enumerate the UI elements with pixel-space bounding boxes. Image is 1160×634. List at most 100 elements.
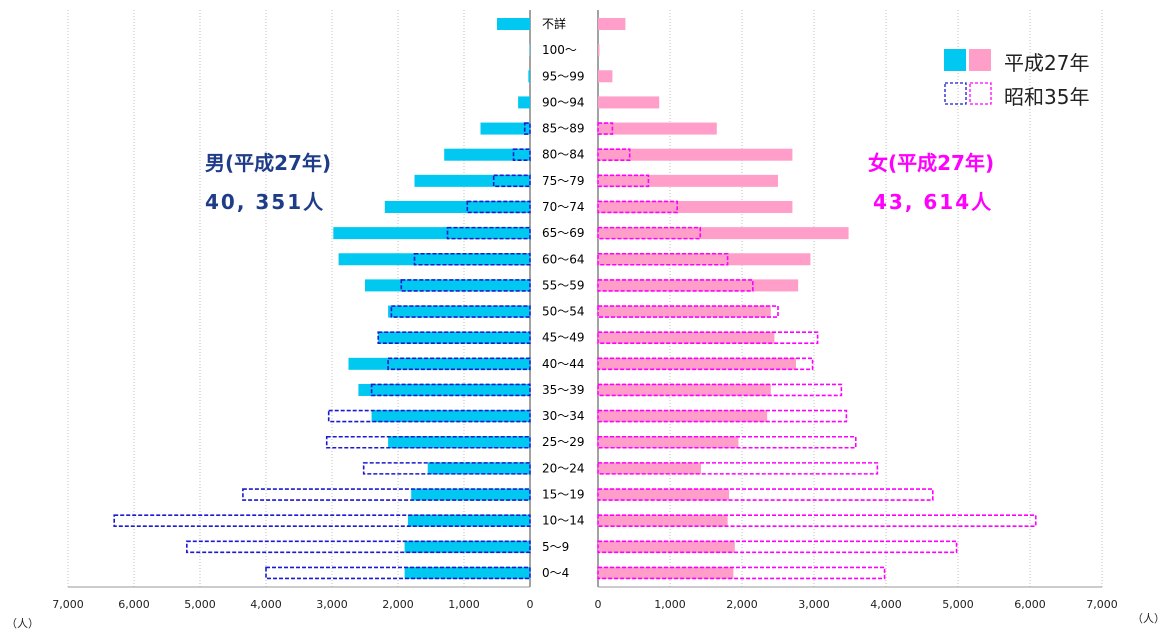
age-label-6: 75～79: [542, 174, 585, 188]
age-label-7: 70～74: [542, 200, 585, 214]
bar-female-2015-15: [598, 410, 768, 423]
bar-male-1960-13: [387, 357, 531, 371]
bar-male-2015-3: [518, 96, 530, 109]
bar-female-1960-21: [597, 566, 886, 580]
age-label-8: 65～69: [542, 226, 585, 240]
bar-male-1960-17: [362, 462, 531, 475]
bar-male-2015-19: [407, 514, 530, 527]
legend: 平成27年 昭和35年: [944, 49, 1089, 109]
bar-male-2015-10: [365, 279, 530, 292]
bar-male-1960-4: [523, 122, 531, 135]
bar-female-2015-1: [598, 44, 600, 57]
tick-right-1: 1,000: [654, 598, 686, 611]
tick-right-2: 2,000: [726, 598, 758, 611]
bar-male-1960-19: [113, 514, 531, 527]
age-label-16: 25～29: [542, 435, 585, 449]
legend-swatch-female-2015: [969, 49, 991, 71]
age-label-21: 0～4: [542, 566, 569, 580]
tick-left-5: 2,000: [382, 598, 414, 611]
bar-male-2015-12: [378, 331, 530, 344]
legend-label-1960: 昭和35年: [1004, 85, 1089, 109]
bar-female-1960-18: [597, 488, 934, 501]
bar-female-2015-13: [598, 357, 796, 370]
age-label-2: 95～99: [542, 69, 585, 83]
bar-female-2015-19: [598, 514, 728, 527]
bar-female-2015-18: [598, 488, 730, 501]
age-label-15: 30～34: [542, 409, 585, 423]
bar-male-2015-17: [427, 462, 530, 475]
bar-male-1960-8: [446, 226, 531, 240]
bar-female-2015-7: [598, 200, 793, 213]
bar-female-2015-5: [598, 148, 793, 161]
age-label-19: 10～14: [542, 514, 585, 528]
bar-female-1960-7: [597, 200, 678, 214]
age-label-14: 35～39: [542, 383, 585, 397]
bar-female-2015-2: [598, 70, 613, 83]
age-label-12: 45～49: [542, 331, 585, 345]
age-label-4: 85～89: [542, 122, 585, 136]
bar-male-1960-16: [325, 435, 531, 449]
tick-right-6: 6,000: [1014, 598, 1046, 611]
legend-swatch-male-2015: [944, 49, 966, 71]
axis-ticks: 7,000 6,000 5,000 4,000 3,000 2,000 1,000 0 0 1,0…: [52, 598, 1118, 611]
bar-male-2015-6: [414, 174, 530, 187]
tick-left-0: 7,000: [52, 598, 84, 611]
tick-left-7: 0: [527, 598, 534, 611]
bar-male-1960-9: [413, 252, 531, 266]
bar-male-1960-11: [390, 305, 531, 318]
bar-male-1960-6: [492, 174, 531, 188]
bar-female-1960-6: [597, 174, 650, 188]
tick-right-7: 7,000: [1086, 598, 1118, 611]
bar-female-2015-9: [598, 253, 811, 266]
bar-male-1960-12: [377, 331, 531, 344]
bar-female-1960-14: [597, 383, 843, 397]
legend-label-2015: 平成27年: [1004, 51, 1089, 75]
bar-female-1960-12: [597, 331, 819, 344]
bar-male-2015-13: [348, 357, 530, 370]
tick-left-4: 3,000: [316, 598, 348, 611]
bar-male-1960-10: [400, 279, 531, 292]
age-label-5: 80～84: [542, 148, 585, 162]
bar-male-2015-20: [404, 540, 530, 553]
bar-male-2015-4: [480, 122, 530, 135]
age-label-0: 不詳: [542, 16, 566, 31]
tick-left-3: 4,000: [250, 598, 282, 611]
bar-male-2015-0: [497, 18, 530, 30]
bar-female-2015-6: [598, 174, 778, 187]
female-total: 43, 614人: [873, 190, 993, 214]
tick-right-3: 3,000: [798, 598, 830, 611]
bar-female-2015-14: [598, 383, 771, 396]
age-label-20: 5～9: [542, 540, 569, 554]
age-label-11: 50～54: [542, 305, 585, 319]
bar-male-2015-14: [358, 383, 530, 396]
bar-female-2015-17: [598, 462, 701, 475]
bar-male-1960-14: [370, 383, 531, 397]
unit-label-right: （人）: [1132, 612, 1160, 625]
bar-male-1960-20: [186, 540, 531, 554]
age-label-18: 15～19: [542, 488, 585, 502]
age-label-10: 55～59: [542, 278, 585, 292]
bar-female-2015-16: [598, 436, 739, 449]
bar-female-1960-17: [597, 462, 879, 475]
bar-male-1960-18: [242, 488, 531, 501]
unit-label-left: （人）: [6, 617, 39, 630]
tick-left-2: 5,000: [184, 598, 216, 611]
bars: [113, 18, 1037, 580]
bar-female-2015-4: [598, 122, 717, 135]
bar-female-1960-15: [597, 409, 848, 423]
legend-swatch-male-1960: [944, 82, 967, 105]
tick-right-5: 5,000: [942, 598, 974, 611]
bar-female-1960-11: [597, 305, 779, 318]
bar-female-2015-20: [598, 540, 735, 553]
grid-lines: [67, 10, 1103, 588]
age-label-1: 100～: [542, 43, 577, 57]
bar-female-2015-8: [598, 227, 849, 240]
bar-female-1960-20: [597, 540, 958, 554]
bar-female-1960-4: [597, 122, 614, 135]
tick-left-6: 1,000: [448, 598, 480, 611]
bar-female-1960-10: [597, 279, 754, 292]
bar-male-2015-5: [444, 148, 530, 161]
bar-male-2015-7: [384, 200, 530, 213]
bar-male-1960-15: [327, 409, 531, 423]
